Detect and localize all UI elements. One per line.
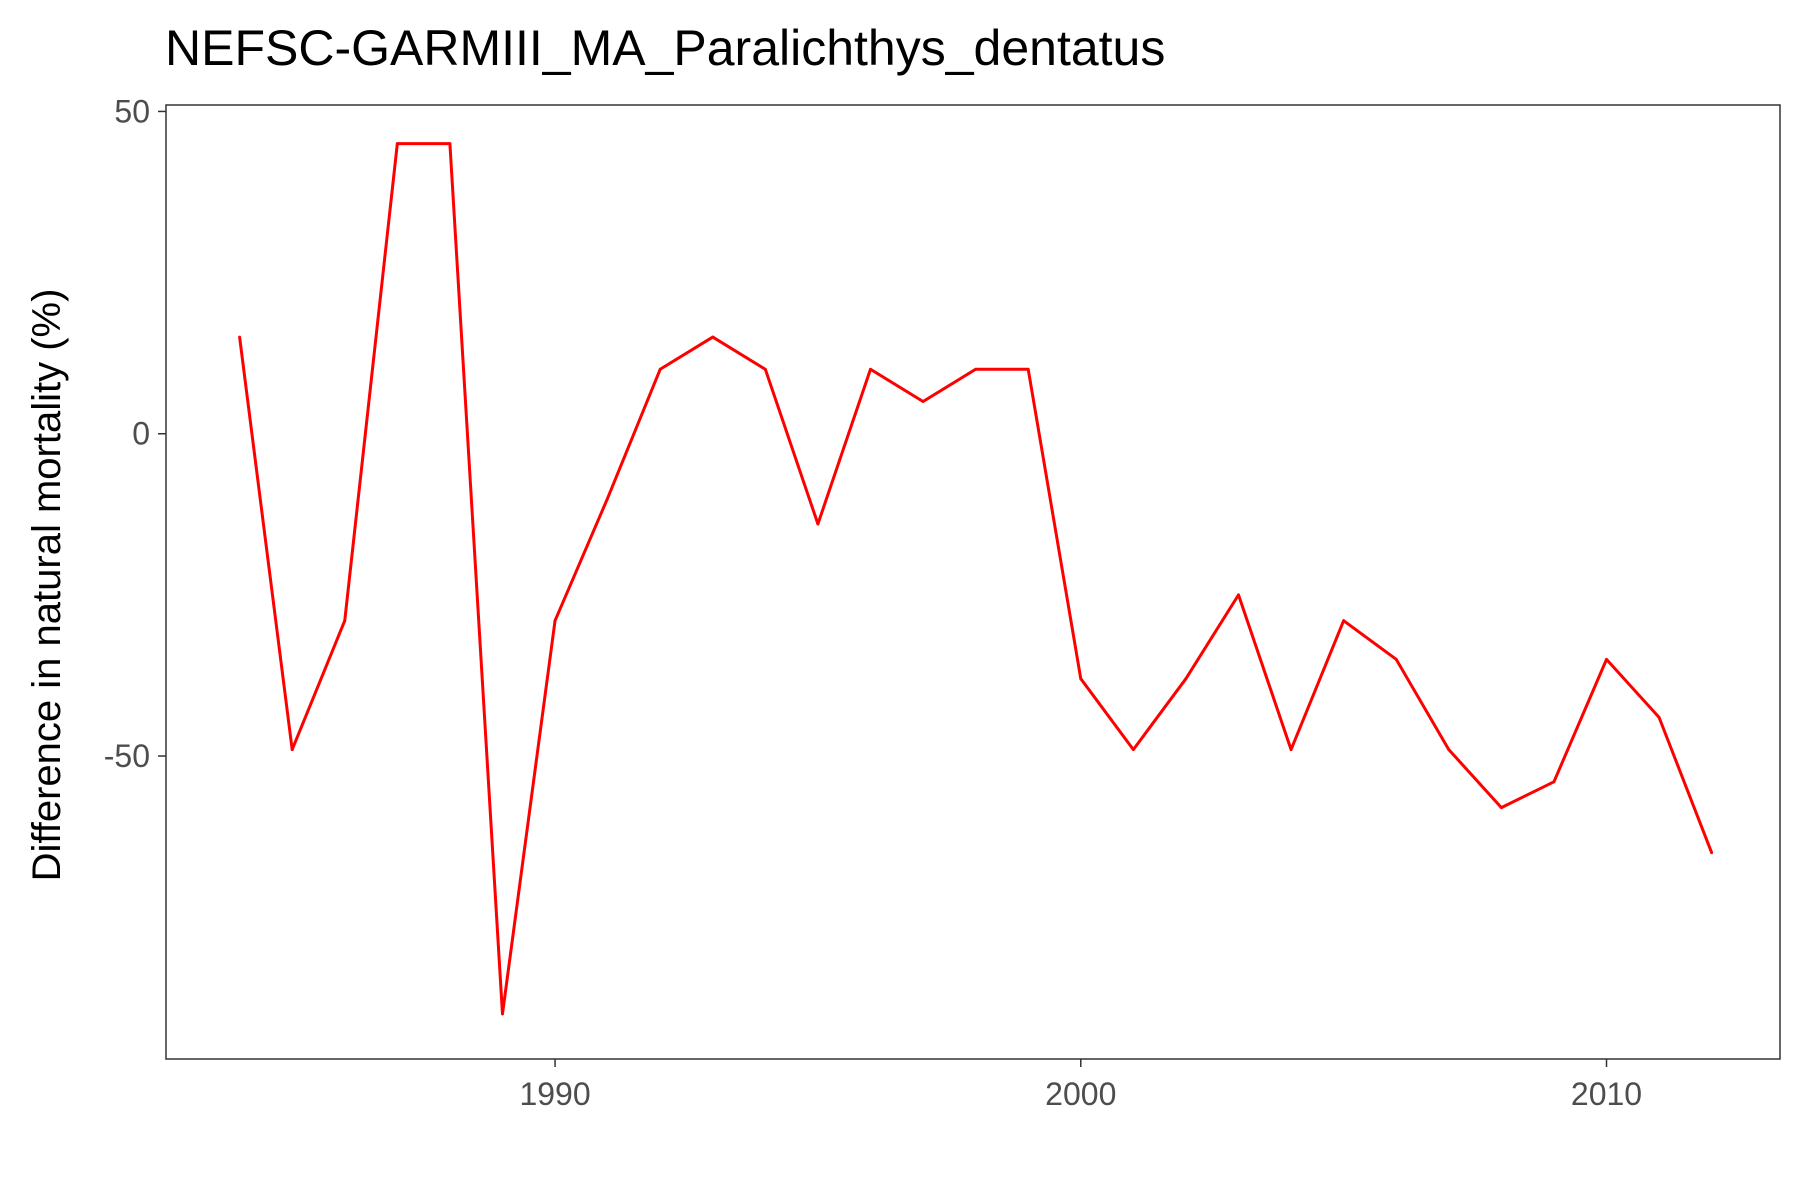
series-layer [238, 142, 1714, 1016]
y-axis: -50 0 50 [104, 93, 166, 774]
chart-title: NEFSC-GARMIII_MA_Paralichthys_dentatus [165, 20, 1165, 76]
y-tick-label: 0 [132, 416, 150, 452]
data-point [1026, 367, 1030, 371]
data-point [553, 619, 557, 623]
data-point [238, 335, 242, 339]
data-point [1552, 780, 1556, 784]
data-point [1710, 851, 1714, 855]
data-point [448, 142, 452, 146]
data-point [1184, 677, 1188, 681]
data-point [1289, 748, 1293, 751]
data-point [395, 142, 399, 146]
x-tick-label: 1990 [519, 1076, 590, 1112]
data-point [1237, 593, 1240, 597]
data-point [974, 367, 978, 371]
data-point [921, 400, 925, 403]
x-tick-label: 2000 [1045, 1076, 1116, 1112]
data-point [290, 748, 294, 751]
data-point [1079, 677, 1083, 681]
data-point [1342, 619, 1346, 623]
data-point [816, 522, 820, 526]
data-point [1447, 748, 1451, 751]
y-axis-label: Difference in natural mortality (%) [25, 289, 69, 882]
data-point [1499, 806, 1503, 810]
data-point [763, 367, 767, 371]
data-point [606, 496, 610, 500]
data-point [1131, 748, 1135, 751]
data-point [869, 367, 872, 371]
data-point [343, 619, 347, 623]
data-point [658, 367, 662, 371]
x-axis: 1990 2000 2010 [519, 1059, 1642, 1112]
data-point [501, 1012, 504, 1016]
data-point [1657, 715, 1661, 719]
plot-panel [165, 104, 1781, 1060]
x-tick-label: 2010 [1571, 1076, 1642, 1112]
data-point [1394, 657, 1398, 661]
data-point [1605, 657, 1608, 661]
y-tick-label: -50 [104, 738, 150, 774]
y-tick-label: 50 [114, 93, 150, 129]
data-point [711, 335, 715, 339]
